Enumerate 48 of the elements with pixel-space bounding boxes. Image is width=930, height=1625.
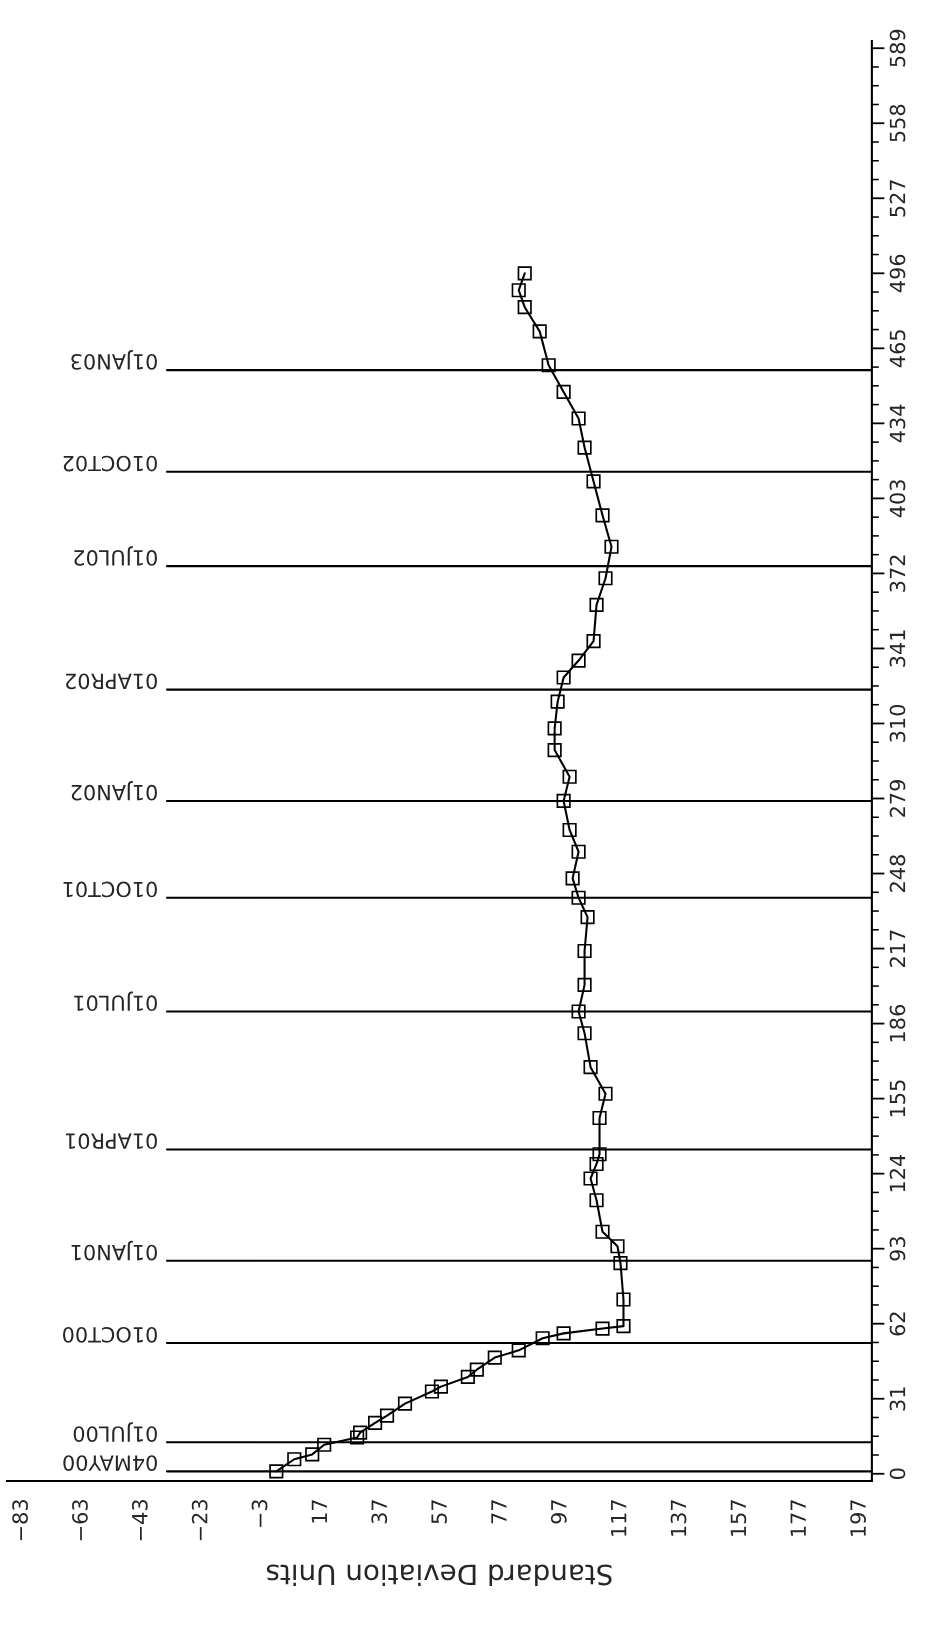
y-tick-label: 217 bbox=[889, 930, 906, 967]
y-tick-label: 465 bbox=[889, 330, 906, 368]
ref-line-label: 01JAN01 bbox=[71, 1240, 157, 1261]
x-tick-label: 157 bbox=[730, 1500, 747, 1536]
ref-line-label: 01JUL02 bbox=[74, 546, 157, 566]
ref-line-label: 01JAN03 bbox=[71, 350, 157, 370]
x-tick-label: 17 bbox=[311, 1500, 327, 1523]
x-tick-label: 177 bbox=[790, 1500, 806, 1536]
y-tick-label: 279 bbox=[889, 780, 906, 817]
x-tick-label: 97 bbox=[550, 1500, 567, 1524]
ref-line-label: 01JUL01 bbox=[74, 991, 157, 1012]
y-tick-label: 403 bbox=[889, 480, 906, 518]
ref-line-label: 01OCT00 bbox=[63, 1326, 157, 1343]
y-tick-label: 248 bbox=[889, 855, 906, 892]
x-tick-label: 37 bbox=[371, 1500, 388, 1524]
y-tick-label: 124 bbox=[889, 1154, 906, 1192]
y-tick-label: 434 bbox=[889, 404, 906, 443]
y-tick-label: 31 bbox=[889, 1387, 906, 1411]
x-tick-label: 77 bbox=[491, 1500, 507, 1524]
x-tick-label: 117 bbox=[611, 1500, 627, 1536]
y-tick-label: 62 bbox=[889, 1312, 906, 1336]
ref-line-label: 01OCT02 bbox=[63, 455, 157, 472]
x-tick-label: −3 bbox=[251, 1500, 268, 1527]
x-tick-label: 137 bbox=[670, 1500, 687, 1536]
x-tick-label: −23 bbox=[191, 1500, 208, 1541]
y-tick-label: 186 bbox=[889, 1005, 906, 1042]
ref-line-label: 01APR02 bbox=[66, 673, 157, 690]
ref-line-label: 01OCT01 bbox=[63, 881, 157, 898]
y-tick-label: 155 bbox=[889, 1080, 906, 1117]
x-tick-label: −43 bbox=[131, 1500, 148, 1541]
x-axis-title: Standard Deviation Units bbox=[266, 1564, 612, 1586]
x-tick-label: −83 bbox=[12, 1500, 28, 1541]
ref-line-label: 04MAY00 bbox=[63, 1455, 157, 1471]
y-tick-label: 589 bbox=[889, 29, 906, 67]
ref-line-label: 01JUL00 bbox=[73, 1422, 157, 1442]
y-tick-label: 372 bbox=[889, 555, 906, 592]
y-tick-label: 341 bbox=[889, 630, 906, 667]
x-tick-label: 197 bbox=[850, 1500, 866, 1536]
y-tick-label: 558 bbox=[889, 104, 906, 142]
x-tick-label: 57 bbox=[431, 1500, 447, 1524]
y-tick-label: 496 bbox=[889, 254, 906, 293]
y-tick-label: 93 bbox=[889, 1237, 906, 1261]
x-tick-label: −63 bbox=[72, 1500, 88, 1541]
ref-line-label: 01APR01 bbox=[65, 1133, 157, 1150]
y-tick-label: 0 bbox=[889, 1468, 906, 1480]
y-tick-label: 310 bbox=[889, 704, 906, 742]
y-tick-label: 527 bbox=[889, 180, 906, 217]
ref-line-label: 01JAN02 bbox=[71, 780, 157, 801]
